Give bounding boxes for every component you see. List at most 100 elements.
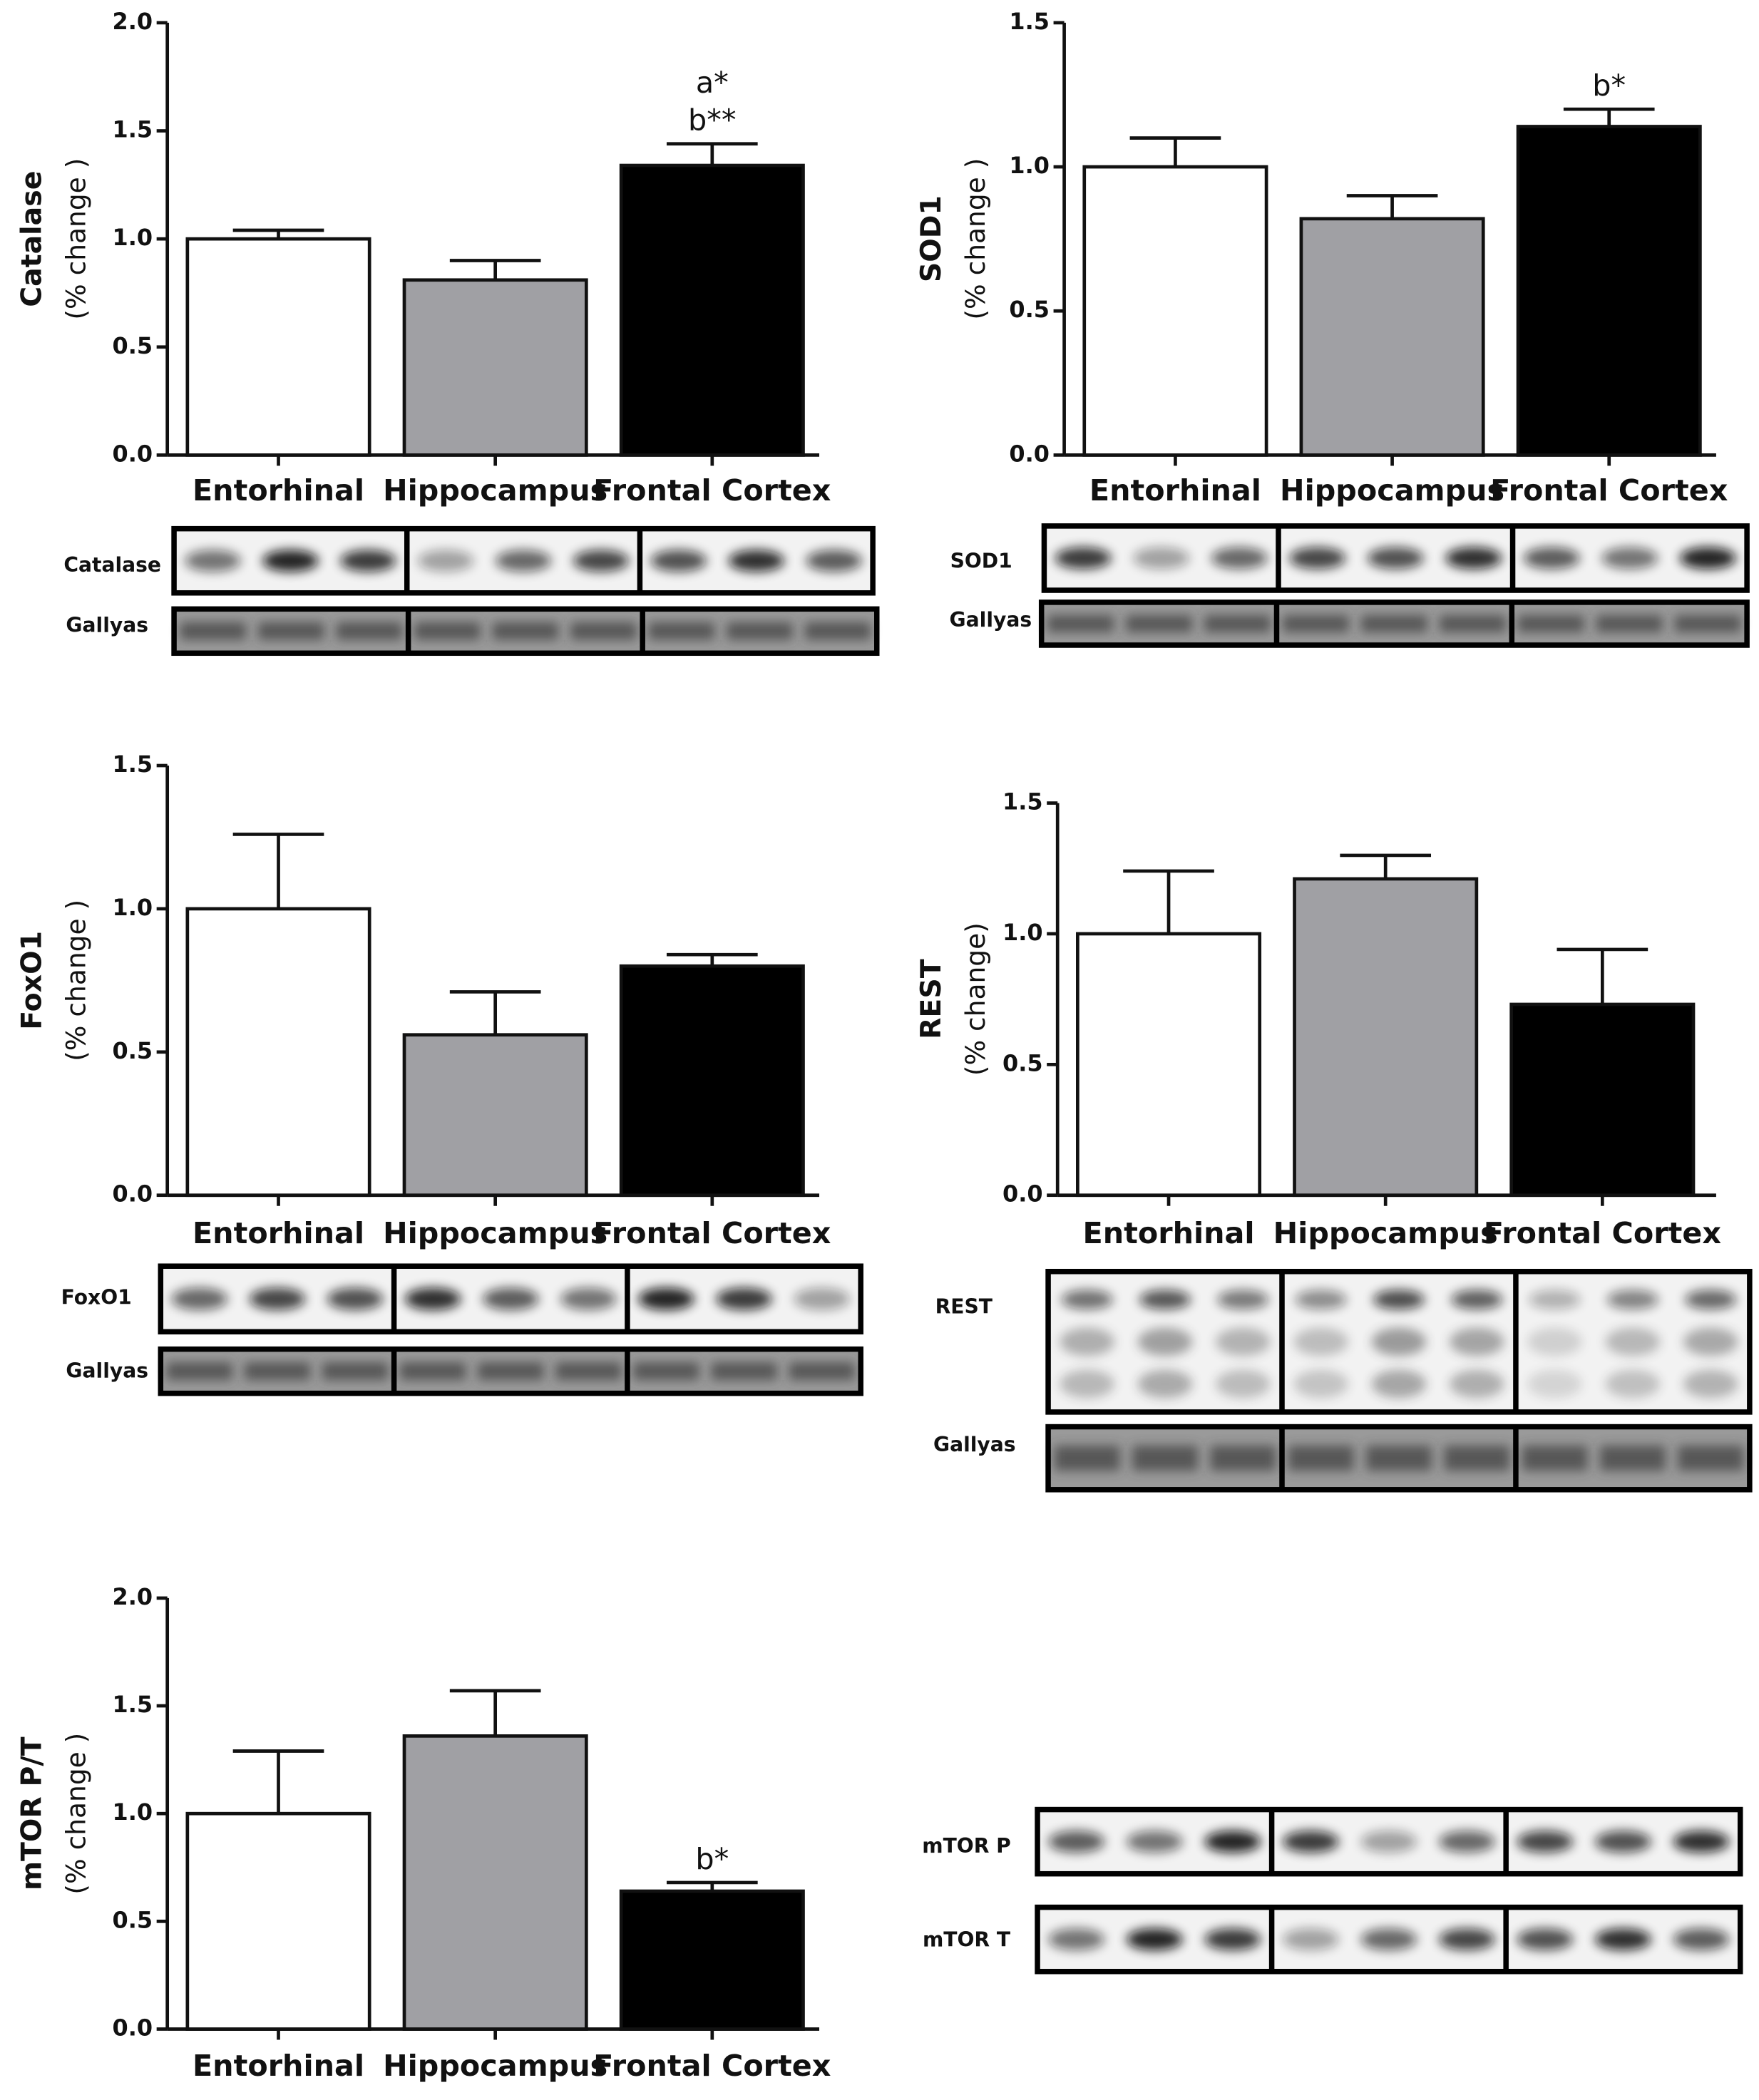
blot-band [185, 550, 241, 572]
blot-band [1055, 547, 1112, 570]
x-tick-label: Frontal Cortex [593, 473, 831, 508]
blot-band [1596, 614, 1663, 632]
blot-frame [158, 1263, 863, 1334]
bar [402, 278, 588, 457]
blot-frame [1035, 1904, 1743, 1975]
blot-band [1440, 614, 1506, 632]
y-tick-label: 1.0 [113, 224, 153, 251]
blot-frame [1045, 1424, 1753, 1493]
blot-band [1517, 1831, 1574, 1853]
blot-frame [1035, 1806, 1743, 1877]
blot-band [1126, 614, 1192, 632]
blot-band [1139, 1290, 1191, 1309]
blot-band [1048, 1928, 1105, 1951]
blot-band [1595, 1928, 1651, 1951]
blot-band [1683, 1327, 1738, 1357]
blot-band [570, 622, 637, 640]
blot-band [1047, 614, 1114, 632]
bar [1076, 932, 1262, 1198]
blot-band [1601, 547, 1658, 570]
blot-band [327, 1287, 384, 1310]
blot-label: Gallyas [950, 608, 1032, 632]
y-axis-label: mTOR P/T [15, 1736, 48, 1890]
blot-label: mTOR T [923, 1928, 1011, 1952]
blot-band [336, 622, 402, 640]
x-tick-label: Entorhinal [193, 2049, 364, 2083]
blot-band [1137, 1327, 1193, 1357]
x-tick-label: Frontal Cortex [593, 2049, 831, 2083]
blot-band [1360, 1928, 1417, 1951]
blot-band [1204, 1928, 1261, 1951]
x-tick-label: Hippocampus [383, 1216, 607, 1250]
blot-band [417, 550, 474, 572]
y-tick-label: 0.0 [113, 440, 153, 467]
y-axis-label: SOD1 [915, 195, 948, 282]
blot-band [1438, 1928, 1495, 1951]
blot-band [1673, 1831, 1730, 1853]
blot-band [1126, 1928, 1183, 1951]
blot-band [1371, 1369, 1427, 1399]
western-blot [1045, 1268, 1753, 1415]
y-tick-label: 1.0 [113, 1798, 153, 1826]
blot-band [1518, 614, 1584, 632]
x-tick-label: Hippocampus [1280, 473, 1504, 508]
blot-band [1438, 1831, 1495, 1853]
blot-band [1282, 1831, 1339, 1853]
blot-band [727, 622, 793, 640]
y-axis-label: (% change ) [60, 1733, 91, 1895]
bar [1299, 217, 1485, 457]
x-tick-label: Frontal Cortex [593, 1216, 831, 1250]
blot-band [1132, 1446, 1198, 1471]
blot-band [478, 1362, 544, 1381]
blot-band [1289, 547, 1346, 570]
y-tick-label: 0.5 [1002, 1049, 1043, 1076]
blot-band [258, 622, 324, 640]
bar [402, 1033, 588, 1198]
blot-band [560, 1287, 617, 1310]
blot-band [249, 1287, 306, 1310]
blot-band [340, 550, 396, 572]
x-tick-label: Hippocampus [383, 473, 607, 508]
blot-band [1674, 614, 1741, 632]
blot-label: REST [935, 1295, 993, 1318]
y-tick-label: 1.0 [113, 894, 153, 921]
western-blot [158, 1263, 863, 1334]
blot-band [400, 1362, 466, 1381]
western-blot [171, 606, 880, 657]
y-axis-label: FoxO1 [15, 931, 48, 1030]
x-tick-label: Entorhinal [1083, 1216, 1255, 1250]
blot-band [180, 622, 246, 640]
blot-band [1450, 1327, 1504, 1357]
bar [185, 1811, 371, 2031]
y-tick-label: 0.0 [1002, 1180, 1043, 1208]
blot-band [1288, 1446, 1354, 1471]
blot-band [1371, 1327, 1427, 1357]
blot-band [1361, 614, 1427, 632]
blot-band [573, 550, 630, 572]
blot-frame [171, 606, 880, 657]
blot-frame [1045, 1268, 1753, 1415]
blot-frame [158, 1346, 863, 1396]
y-tick-label: 0.5 [113, 1037, 153, 1064]
y-tick-label: 0.0 [1009, 440, 1050, 467]
blot-band [1360, 1831, 1417, 1853]
blot-band [1295, 1290, 1347, 1309]
blot-band [492, 622, 558, 640]
western-blot [1038, 599, 1750, 648]
x-tick-label: Entorhinal [193, 1216, 364, 1250]
y-tick-label: 1.5 [113, 116, 153, 143]
significance-label: a* [696, 66, 729, 100]
blot-frame [171, 525, 876, 596]
blot-band [1523, 547, 1580, 570]
blot-band [1293, 1369, 1348, 1399]
blot-band [638, 1287, 694, 1310]
blot-band [1216, 1327, 1271, 1357]
blot-band [789, 1362, 855, 1381]
western-blot [1045, 1424, 1753, 1493]
blot-band [1216, 1369, 1271, 1399]
bar [1082, 165, 1268, 457]
blot-band [1444, 1446, 1510, 1471]
bar [185, 907, 371, 1198]
blot-band [1685, 1290, 1737, 1309]
